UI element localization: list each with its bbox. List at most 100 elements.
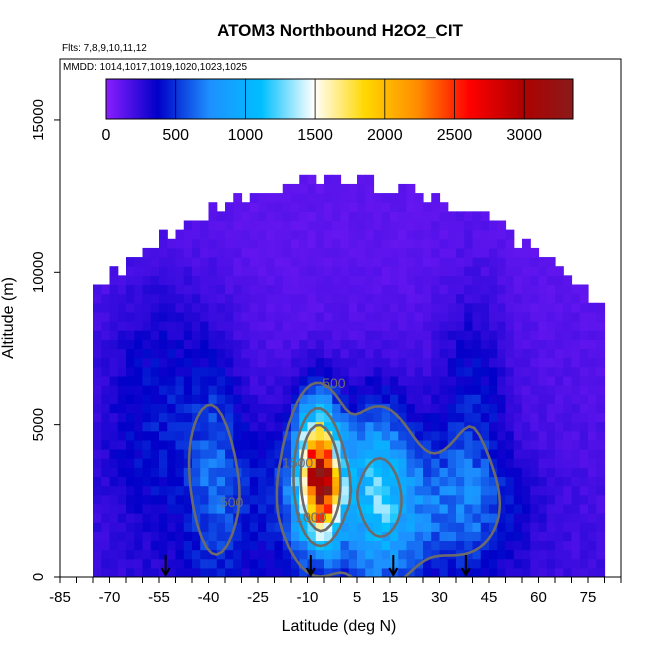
heatmap-cell — [522, 293, 531, 304]
heatmap-cell — [233, 202, 243, 212]
heatmap-cell — [183, 485, 193, 496]
heatmap-cell — [233, 567, 243, 577]
heatmap-cell — [447, 275, 457, 286]
heatmap-cell — [150, 522, 160, 532]
heatmap-cell — [522, 412, 531, 423]
heatmap-cell — [126, 449, 135, 459]
heatmap-cell — [93, 357, 102, 368]
heatmap-cell — [423, 375, 432, 386]
heatmap-cell — [258, 503, 267, 514]
heatmap-cell — [324, 183, 333, 194]
heatmap-cell — [513, 549, 523, 560]
heatmap-cell — [183, 567, 193, 577]
heatmap-cell — [365, 394, 375, 404]
heatmap-cell — [159, 311, 168, 322]
heatmap-cell — [307, 485, 317, 496]
heatmap-cell — [472, 567, 482, 577]
heatmap-cell — [282, 503, 292, 514]
heatmap-cell — [414, 449, 424, 459]
heatmap-cell — [266, 284, 276, 295]
heatmap-cell — [241, 339, 251, 350]
heatmap-cell — [282, 385, 292, 395]
heatmap-cell — [249, 366, 259, 377]
heatmap-cell — [513, 567, 523, 577]
heatmap-cell — [439, 430, 449, 441]
heatmap-cell — [588, 449, 597, 459]
heatmap-cell — [332, 467, 342, 478]
heatmap-cell — [126, 412, 135, 423]
heatmap-cell — [208, 494, 218, 505]
heatmap-cell — [142, 513, 152, 523]
heatmap-cell — [480, 540, 490, 551]
heatmap-cell — [324, 302, 333, 313]
heatmap-cell — [357, 330, 366, 340]
heatmap-cell — [571, 485, 581, 496]
heatmap-cell — [332, 558, 342, 569]
heatmap-cell — [175, 458, 185, 468]
heatmap-cell — [307, 503, 317, 514]
heatmap-cell — [93, 540, 102, 551]
heatmap-cell — [200, 476, 210, 487]
heatmap-cell — [192, 321, 201, 331]
heatmap-cell — [167, 385, 177, 395]
heatmap-cell — [159, 531, 168, 542]
heatmap-cell — [249, 247, 259, 258]
heatmap-cell — [258, 357, 267, 368]
heatmap-cell — [233, 494, 243, 505]
heatmap-cell — [315, 348, 325, 359]
heatmap-cell — [241, 311, 251, 322]
heatmap-cell — [225, 247, 234, 258]
heatmap-cell — [472, 449, 482, 459]
heatmap-cell — [340, 284, 350, 295]
heatmap-cell — [414, 202, 424, 212]
heatmap-cell — [266, 302, 276, 313]
heatmap-cell — [233, 531, 243, 542]
heatmap-cell — [348, 220, 358, 231]
heatmap-cell — [241, 430, 251, 441]
heatmap-cell — [538, 302, 548, 313]
heatmap-cell — [530, 439, 540, 450]
heatmap-cell — [348, 266, 358, 276]
heatmap-cell — [324, 330, 333, 340]
heatmap-cell — [497, 430, 507, 441]
heatmap-cell — [555, 330, 564, 340]
heatmap-cell — [142, 394, 152, 404]
heatmap-cell — [142, 357, 152, 368]
heatmap-cell — [142, 375, 152, 386]
heatmap-cell — [530, 385, 540, 395]
heatmap-cell — [480, 375, 490, 386]
heatmap-cell — [134, 421, 144, 432]
heatmap-cell — [431, 439, 441, 450]
heatmap-cell — [208, 330, 218, 340]
heatmap-cell — [489, 266, 498, 276]
heatmap-cell — [398, 321, 408, 331]
heatmap-cell — [225, 449, 234, 459]
heatmap-cell — [126, 394, 135, 404]
heatmap-cell — [431, 558, 441, 569]
heatmap-cell — [340, 302, 350, 313]
heatmap-cell — [307, 494, 317, 505]
heatmap-cell — [555, 485, 564, 496]
heatmap-cell — [117, 558, 127, 569]
heatmap-cell — [324, 439, 333, 450]
heatmap-cell — [398, 531, 408, 542]
heatmap-cell — [357, 357, 366, 368]
heatmap-cell — [456, 558, 465, 569]
heatmap-cell — [266, 247, 276, 258]
heatmap-cell — [563, 293, 573, 304]
heatmap-cell — [522, 494, 531, 505]
heatmap-cell — [93, 503, 102, 514]
heatmap-cell — [365, 339, 375, 350]
heatmap-cell — [522, 266, 531, 276]
heatmap-cell — [447, 522, 457, 532]
heatmap-cell — [200, 375, 210, 386]
contour-line-500 — [187, 381, 502, 577]
heatmap-cell — [109, 266, 119, 276]
heatmap-cell — [398, 412, 408, 423]
heatmap-cell — [299, 348, 309, 359]
heatmap-cell — [447, 412, 457, 423]
heatmap-cell — [571, 540, 581, 551]
heatmap-cell — [299, 513, 309, 523]
heatmap-cell — [159, 485, 168, 496]
heatmap-cell — [571, 430, 581, 441]
